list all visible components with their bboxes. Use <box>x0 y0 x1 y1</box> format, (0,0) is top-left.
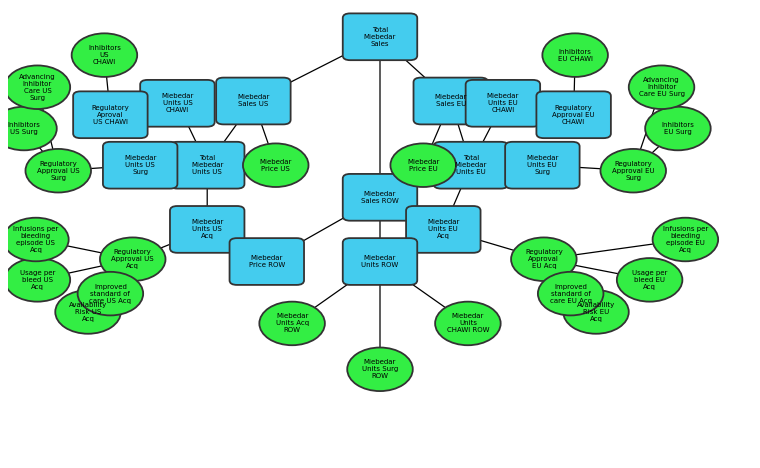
Text: Inhibitors
US Surg: Inhibitors US Surg <box>8 122 40 135</box>
Text: Miebedar
Units US
Surg: Miebedar Units US Surg <box>124 155 157 175</box>
Ellipse shape <box>435 302 501 345</box>
Text: Advancing
Inhibitor
Care US
Surg: Advancing Inhibitor Care US Surg <box>19 74 55 101</box>
Text: Miebedar
Units Acq
ROW: Miebedar Units Acq ROW <box>276 314 309 333</box>
Text: Total
Miebedar
Units US: Total Miebedar Units US <box>191 155 223 175</box>
Text: Infusions per
bleeding
episode EU
Acq: Infusions per bleeding episode EU Acq <box>663 226 708 253</box>
Ellipse shape <box>55 290 121 334</box>
Text: Miebedar
Sales EU: Miebedar Sales EU <box>435 95 467 108</box>
Text: Regulatory
Approval US
Acq: Regulatory Approval US Acq <box>112 249 154 269</box>
Ellipse shape <box>26 149 91 192</box>
Text: Improved
standard of
care US Acq: Improved standard of care US Acq <box>90 284 131 304</box>
Ellipse shape <box>3 218 68 261</box>
Text: Regulatory
Approval
EU Acq: Regulatory Approval EU Acq <box>525 249 562 269</box>
Ellipse shape <box>71 33 138 77</box>
Text: Miebedar
Sales ROW: Miebedar Sales ROW <box>361 191 399 204</box>
Text: Regulatory
Approval EU
Surg: Regulatory Approval EU Surg <box>612 161 654 181</box>
Text: Miebedar
Sales US: Miebedar Sales US <box>237 95 270 108</box>
Ellipse shape <box>653 218 718 261</box>
FancyBboxPatch shape <box>343 174 417 221</box>
FancyBboxPatch shape <box>216 78 290 124</box>
Text: Infusions per
bleeding
episode US
Acq: Infusions per bleeding episode US Acq <box>13 226 59 253</box>
Ellipse shape <box>78 272 143 315</box>
FancyBboxPatch shape <box>170 142 245 189</box>
Text: Miebedar
Units Surg
ROW: Miebedar Units Surg ROW <box>362 359 398 379</box>
Ellipse shape <box>5 258 70 302</box>
Text: Miebedar
Units EU
CHAWI: Miebedar Units EU CHAWI <box>486 93 519 113</box>
Ellipse shape <box>243 143 309 187</box>
FancyBboxPatch shape <box>434 142 508 189</box>
Ellipse shape <box>600 149 666 192</box>
Text: Total
Miebedar
Sales: Total Miebedar Sales <box>364 27 396 47</box>
Ellipse shape <box>391 143 456 187</box>
Text: Total
Miebedar
Units EU: Total Miebedar Units EU <box>454 155 487 175</box>
Ellipse shape <box>538 272 603 315</box>
FancyBboxPatch shape <box>140 80 214 127</box>
FancyBboxPatch shape <box>170 206 245 253</box>
Text: Miebedar
Price EU: Miebedar Price EU <box>407 159 439 172</box>
Text: Inhibitors
US
CHAWI: Inhibitors US CHAWI <box>88 45 121 65</box>
Text: Miebedar
Price US: Miebedar Price US <box>260 159 292 172</box>
Text: Miebedar
Units EU
Acq: Miebedar Units EU Acq <box>427 219 460 240</box>
Text: Miebedar
Units US
CHAWI: Miebedar Units US CHAWI <box>161 93 194 113</box>
Ellipse shape <box>0 107 57 150</box>
FancyBboxPatch shape <box>343 14 417 60</box>
Ellipse shape <box>347 348 413 391</box>
FancyBboxPatch shape <box>406 206 480 253</box>
FancyBboxPatch shape <box>343 238 417 285</box>
Text: Usage per
bleed EU
Acq: Usage per bleed EU Acq <box>632 270 667 290</box>
Text: Regulatory
Approval US
Surg: Regulatory Approval US Surg <box>37 161 80 181</box>
Ellipse shape <box>5 66 70 109</box>
FancyBboxPatch shape <box>103 142 177 189</box>
Text: Miebedar
Units EU
Surg: Miebedar Units EU Surg <box>526 155 559 175</box>
Text: Miebedar
Units US
Acq: Miebedar Units US Acq <box>191 219 223 240</box>
Ellipse shape <box>100 237 166 281</box>
Ellipse shape <box>259 302 325 345</box>
Text: Usage per
bleed US
Acq: Usage per bleed US Acq <box>20 270 55 290</box>
FancyBboxPatch shape <box>537 91 611 138</box>
FancyBboxPatch shape <box>413 78 488 124</box>
Text: Availability
Risk US
Acq: Availability Risk US Acq <box>69 302 107 322</box>
Ellipse shape <box>645 107 711 150</box>
Text: Miebedar
Units
CHAWI ROW: Miebedar Units CHAWI ROW <box>447 314 489 333</box>
Ellipse shape <box>617 258 682 302</box>
FancyBboxPatch shape <box>230 238 304 285</box>
Ellipse shape <box>629 66 695 109</box>
Text: Improved
standard of
care EU Acq: Improved standard of care EU Acq <box>549 284 592 304</box>
FancyBboxPatch shape <box>466 80 540 127</box>
Text: Regulatory
Approval EU
CHAWI: Regulatory Approval EU CHAWI <box>553 105 595 125</box>
Text: Inhibitors
EU CHAWI: Inhibitors EU CHAWI <box>558 49 593 62</box>
Text: Advancing
Inhibitor
Care EU Surg: Advancing Inhibitor Care EU Surg <box>638 77 685 97</box>
Text: Inhibitors
EU Surg: Inhibitors EU Surg <box>661 122 695 135</box>
Ellipse shape <box>563 290 629 334</box>
Ellipse shape <box>511 237 577 281</box>
FancyBboxPatch shape <box>73 91 147 138</box>
Ellipse shape <box>543 33 608 77</box>
Text: Miebedar
Price ROW: Miebedar Price ROW <box>249 255 285 268</box>
Text: Availability
Risk EU
Acq: Availability Risk EU Acq <box>577 302 615 322</box>
Text: Miebedar
Units ROW: Miebedar Units ROW <box>361 255 399 268</box>
Text: Regulatory
Aproval
US CHAWI: Regulatory Aproval US CHAWI <box>91 105 129 125</box>
FancyBboxPatch shape <box>505 142 580 189</box>
